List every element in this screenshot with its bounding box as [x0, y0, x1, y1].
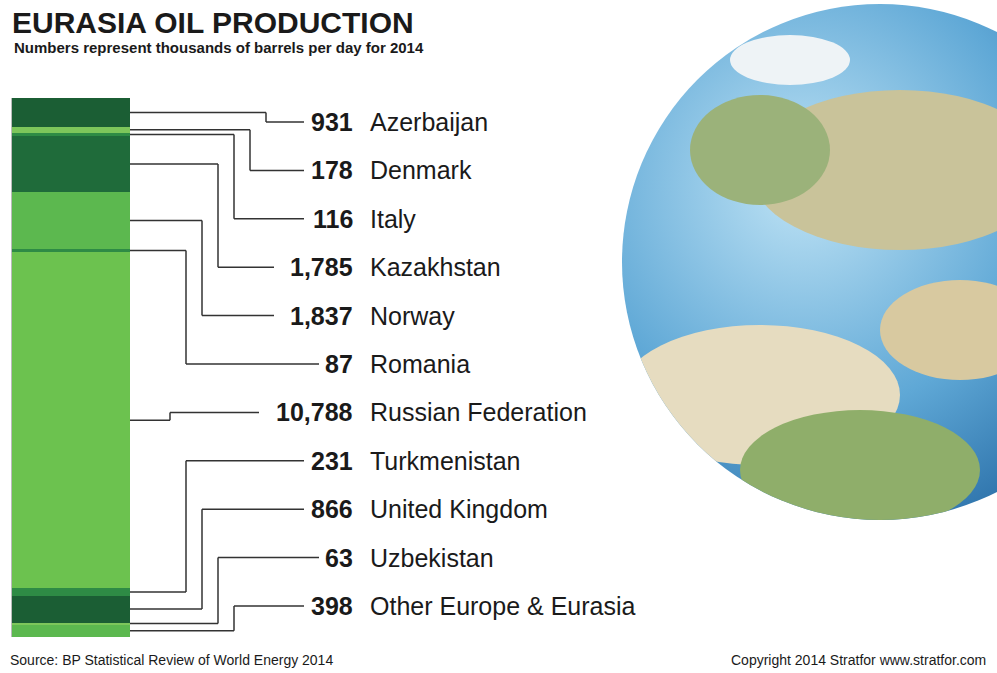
- svg-text:Numbers represent thousands of: Numbers represent thousands of barrels p…: [14, 39, 424, 56]
- svg-text:231: 231: [311, 447, 353, 475]
- svg-text:116: 116: [313, 205, 353, 233]
- svg-text:63: 63: [325, 544, 353, 572]
- svg-text:Azerbaijan: Azerbaijan: [370, 108, 488, 136]
- svg-text:United Kingdom: United Kingdom: [370, 495, 548, 523]
- svg-text:866: 866: [311, 495, 353, 523]
- svg-text:Uzbekistan: Uzbekistan: [370, 544, 494, 572]
- svg-text:Russian Federation: Russian Federation: [370, 398, 587, 426]
- svg-text:Copyright 2014 Stratfor www.st: Copyright 2014 Stratfor www.stratfor.com: [731, 652, 986, 668]
- svg-text:Romania: Romania: [370, 350, 470, 378]
- svg-text:10,788: 10,788: [276, 398, 353, 426]
- svg-text:398: 398: [311, 592, 353, 620]
- svg-text:Turkmenistan: Turkmenistan: [370, 447, 521, 475]
- svg-text:1,785: 1,785: [290, 253, 353, 281]
- svg-text:Italy: Italy: [370, 205, 416, 233]
- svg-text:EURASIA OIL PRODUCTION: EURASIA OIL PRODUCTION: [12, 6, 414, 39]
- svg-text:Norway: Norway: [370, 302, 455, 330]
- svg-text:Other Europe & Eurasia: Other Europe & Eurasia: [370, 592, 636, 620]
- svg-text:Source: BP Statistical Review: Source: BP Statistical Review of World E…: [10, 652, 333, 668]
- svg-text:1,837: 1,837: [290, 302, 353, 330]
- svg-text:87: 87: [325, 350, 353, 378]
- svg-text:Denmark: Denmark: [370, 156, 472, 184]
- svg-text:178: 178: [311, 156, 353, 184]
- svg-text:Kazakhstan: Kazakhstan: [370, 253, 501, 281]
- svg-text:931: 931: [311, 108, 353, 136]
